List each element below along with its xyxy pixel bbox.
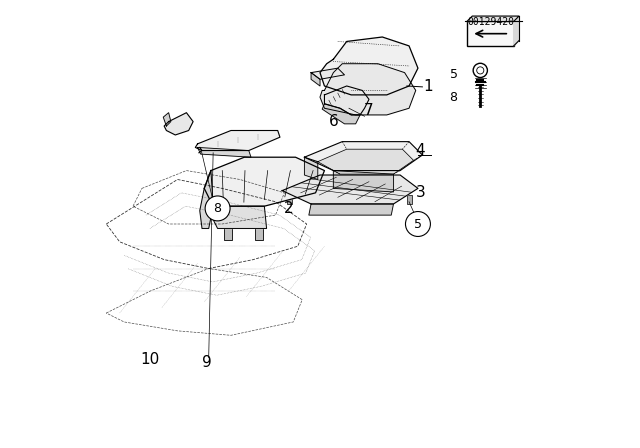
- Text: 8: 8: [214, 202, 221, 215]
- Polygon shape: [311, 73, 320, 86]
- Polygon shape: [467, 16, 519, 22]
- Text: 6: 6: [328, 114, 338, 129]
- Polygon shape: [195, 130, 280, 151]
- Polygon shape: [200, 171, 213, 228]
- Polygon shape: [309, 204, 394, 215]
- Text: 2: 2: [284, 201, 294, 216]
- Polygon shape: [282, 175, 418, 204]
- Polygon shape: [305, 142, 422, 171]
- Text: 8: 8: [449, 90, 458, 103]
- Text: 4: 4: [416, 143, 426, 158]
- Text: 00129420: 00129420: [467, 17, 514, 27]
- Bar: [224, 228, 232, 240]
- Bar: [407, 195, 412, 204]
- Polygon shape: [305, 157, 318, 180]
- Text: 1: 1: [424, 79, 433, 95]
- Polygon shape: [514, 16, 519, 46]
- Text: 7: 7: [364, 103, 374, 118]
- Polygon shape: [209, 206, 267, 228]
- Polygon shape: [163, 113, 171, 126]
- Bar: [287, 195, 292, 204]
- Polygon shape: [333, 171, 394, 192]
- Polygon shape: [320, 64, 416, 115]
- Polygon shape: [198, 147, 251, 157]
- Polygon shape: [164, 113, 193, 135]
- Circle shape: [205, 196, 230, 221]
- Polygon shape: [204, 157, 324, 206]
- Polygon shape: [324, 86, 369, 115]
- Polygon shape: [322, 104, 360, 124]
- Polygon shape: [318, 149, 413, 174]
- Bar: [255, 228, 264, 240]
- Bar: [467, 22, 514, 46]
- Text: 5: 5: [414, 217, 422, 231]
- Polygon shape: [311, 68, 344, 79]
- Text: 5: 5: [449, 69, 458, 82]
- Text: 9: 9: [202, 354, 211, 370]
- Text: 10: 10: [140, 352, 159, 367]
- Text: 3: 3: [416, 185, 426, 200]
- Circle shape: [406, 211, 431, 237]
- Polygon shape: [320, 37, 418, 95]
